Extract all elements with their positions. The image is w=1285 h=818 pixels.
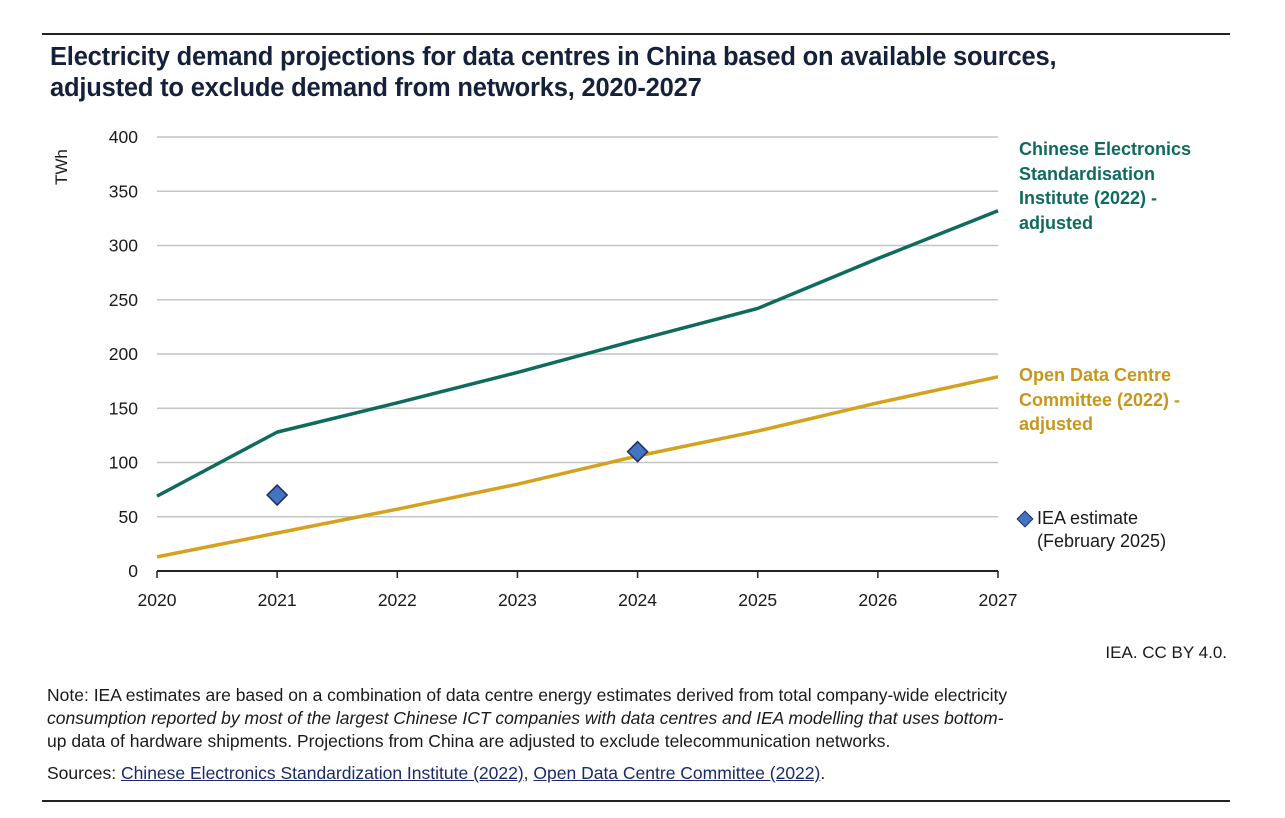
credit-text: IEA. CC BY 4.0. — [1105, 643, 1227, 662]
chart-title: Electricity demand projections for data … — [50, 42, 1230, 104]
iea-estimate-marker — [266, 483, 289, 507]
x-tick-label: 2022 — [378, 590, 417, 610]
x-tick-label: 2020 — [138, 590, 177, 610]
bottom-rule — [42, 800, 1230, 802]
y-tick-label: 150 — [109, 398, 138, 418]
sources-separator: , — [523, 763, 534, 783]
x-tick-label: 2027 — [979, 590, 1018, 610]
sources-end: . — [820, 763, 826, 783]
sources-line: Sources: Chinese Electronics Standardiza… — [47, 763, 825, 784]
iea-markers — [266, 440, 649, 507]
gridlines — [157, 136, 998, 518]
iea-estimate-marker — [626, 440, 649, 463]
y-tick-label: 0 — [128, 561, 138, 581]
x-tick-label: 2026 — [858, 590, 897, 610]
chart-title-line-2: adjusted to exclude demand from networks… — [50, 74, 702, 102]
x-tick-label: 2021 — [258, 590, 297, 610]
source-link-cesi[interactable]: Chinese Electronics Standardization Inst… — [120, 763, 524, 783]
series-line-odcc — [156, 375, 999, 559]
legend-iea-line-1: IEA estimate — [1037, 508, 1139, 528]
x-tick-label: 2025 — [738, 590, 777, 610]
x-tick-label: 2024 — [618, 590, 657, 610]
x-tick-label: 2023 — [498, 590, 537, 610]
y-tick-label: 100 — [109, 453, 138, 473]
note-line-2: consumption reported by most of the larg… — [47, 707, 1237, 730]
note-italic: consumption reported by most of the larg… — [47, 708, 1004, 728]
top-rule — [42, 33, 1230, 35]
y-tick-label: 250 — [109, 290, 138, 310]
y-tick-label: 200 — [109, 344, 138, 364]
series-lines — [156, 209, 999, 559]
sources-label: Sources: — [47, 763, 117, 783]
legend-cesi: Chinese Electronics Standardisation Inst… — [1019, 139, 1192, 233]
note-line-3: up data of hardware shipments. Projectio… — [47, 731, 891, 751]
source-link-odcc[interactable]: Open Data Centre Committee (2022) — [533, 763, 821, 783]
y-tick-label: 400 — [109, 127, 138, 147]
y-tick-labels: 0 50 100 150 200 250 300 350 400 — [109, 127, 138, 581]
note-text: Note: IEA estimates are based on a combi… — [47, 684, 1237, 753]
legend-iea-line-2: (February 2025) — [1037, 531, 1167, 551]
legend-iea: IEA estimate (February 2025) — [1016, 507, 1166, 553]
series-line-cesi — [156, 209, 999, 498]
x-tick-labels: 2020 2021 2022 2023 2024 2025 2026 2027 — [138, 590, 1018, 610]
note-line-1: Note: IEA estimates are based on a combi… — [47, 685, 1008, 705]
diamond-marker-icon — [1016, 510, 1034, 528]
y-tick-label: 300 — [109, 236, 138, 256]
chart-title-line-1: Electricity demand projections for data … — [50, 43, 1057, 71]
y-tick-label: 50 — [119, 507, 139, 527]
y-tick-label: 350 — [109, 181, 138, 201]
x-axis — [156, 570, 999, 578]
legend-odcc: Open Data Centre Committee (2022) - adju… — [1019, 365, 1181, 434]
